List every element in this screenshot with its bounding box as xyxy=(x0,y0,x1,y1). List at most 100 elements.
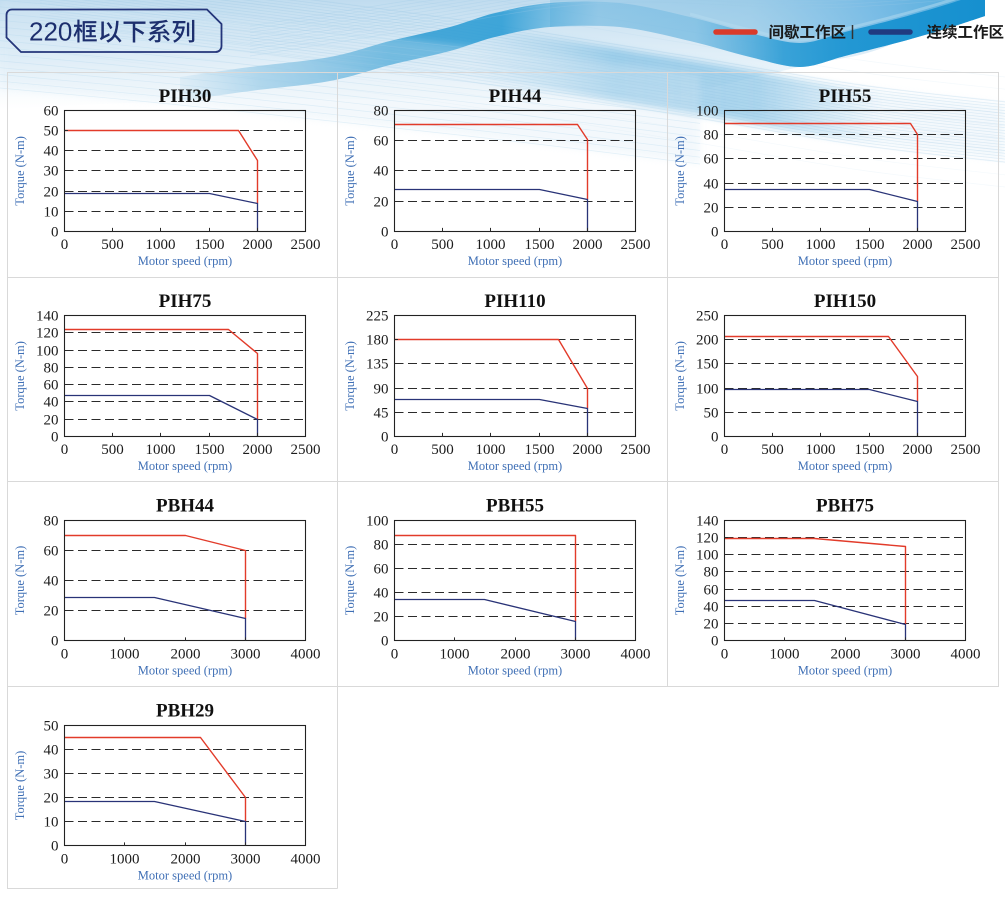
svg-text:100: 100 xyxy=(36,344,59,360)
svg-text:90: 90 xyxy=(374,382,389,398)
svg-text:1500: 1500 xyxy=(195,237,225,253)
svg-text:2000: 2000 xyxy=(243,442,273,458)
svg-text:2000: 2000 xyxy=(171,646,201,662)
svg-text:2500: 2500 xyxy=(621,442,651,458)
svg-text:PIH150: PIH150 xyxy=(814,291,876,312)
svg-text:PIH30: PIH30 xyxy=(159,86,212,107)
svg-text:0: 0 xyxy=(61,237,69,253)
svg-text:Motor speed (rpm): Motor speed (rpm) xyxy=(798,459,892,473)
svg-text:120: 120 xyxy=(36,326,59,342)
svg-text:100: 100 xyxy=(696,548,719,564)
svg-text:Torque (N-m): Torque (N-m) xyxy=(343,546,357,616)
svg-text:1000: 1000 xyxy=(770,646,800,662)
svg-text:2500: 2500 xyxy=(621,237,651,253)
svg-text:PBH44: PBH44 xyxy=(156,496,215,517)
svg-text:2000: 2000 xyxy=(171,851,201,867)
svg-text:500: 500 xyxy=(101,442,124,458)
svg-text:1000: 1000 xyxy=(806,442,836,458)
svg-text:50: 50 xyxy=(44,719,59,735)
svg-text:PIH110: PIH110 xyxy=(484,291,545,312)
svg-text:0: 0 xyxy=(391,442,399,458)
svg-text:60: 60 xyxy=(704,152,719,168)
svg-text:0: 0 xyxy=(51,225,59,241)
svg-text:Motor speed (rpm): Motor speed (rpm) xyxy=(468,459,562,473)
svg-text:Torque (N-m): Torque (N-m) xyxy=(343,341,357,411)
svg-text:30: 30 xyxy=(44,164,59,180)
svg-text:Motor speed (rpm): Motor speed (rpm) xyxy=(468,254,562,268)
svg-text:Motor speed (rpm): Motor speed (rpm) xyxy=(798,663,892,677)
svg-text:20: 20 xyxy=(44,413,59,429)
svg-text:135: 135 xyxy=(366,357,389,373)
svg-text:20: 20 xyxy=(44,185,59,201)
svg-text:150: 150 xyxy=(696,357,719,373)
svg-text:3000: 3000 xyxy=(561,646,591,662)
svg-text:1000: 1000 xyxy=(110,851,140,867)
svg-text:60: 60 xyxy=(374,562,389,578)
svg-text:Torque (N-m): Torque (N-m) xyxy=(13,751,27,821)
svg-text:10: 10 xyxy=(44,205,59,221)
svg-text:0: 0 xyxy=(721,237,729,253)
svg-text:1000: 1000 xyxy=(110,646,140,662)
svg-text:0: 0 xyxy=(51,634,59,650)
svg-text:1000: 1000 xyxy=(440,646,470,662)
svg-text:500: 500 xyxy=(761,442,784,458)
svg-text:80: 80 xyxy=(374,104,389,120)
svg-text:PIH75: PIH75 xyxy=(159,291,212,312)
svg-text:120: 120 xyxy=(696,531,719,547)
svg-text:PIH44: PIH44 xyxy=(489,86,542,107)
svg-text:PIH55: PIH55 xyxy=(819,86,872,107)
svg-text:40: 40 xyxy=(44,574,59,590)
svg-text:1500: 1500 xyxy=(195,442,225,458)
svg-text:60: 60 xyxy=(44,378,59,394)
svg-text:4000: 4000 xyxy=(291,851,321,867)
svg-text:2000: 2000 xyxy=(573,237,603,253)
svg-text:4000: 4000 xyxy=(291,646,321,662)
svg-text:0: 0 xyxy=(721,646,729,662)
svg-text:0: 0 xyxy=(381,634,389,650)
svg-text:Torque (N-m): Torque (N-m) xyxy=(343,136,357,206)
svg-text:20: 20 xyxy=(44,604,59,620)
svg-text:500: 500 xyxy=(431,442,454,458)
svg-text:20: 20 xyxy=(704,617,719,633)
svg-text:4000: 4000 xyxy=(951,646,981,662)
svg-text:60: 60 xyxy=(374,134,389,150)
svg-text:2000: 2000 xyxy=(243,237,273,253)
svg-text:0: 0 xyxy=(391,237,399,253)
svg-text:2000: 2000 xyxy=(903,442,933,458)
svg-text:2000: 2000 xyxy=(573,442,603,458)
svg-text:0: 0 xyxy=(391,646,399,662)
svg-text:40: 40 xyxy=(44,395,59,411)
svg-text:180: 180 xyxy=(366,333,389,349)
svg-text:500: 500 xyxy=(431,237,454,253)
svg-text:140: 140 xyxy=(36,309,59,325)
svg-text:0: 0 xyxy=(381,430,389,446)
svg-text:40: 40 xyxy=(44,144,59,160)
svg-text:60: 60 xyxy=(44,104,59,120)
svg-text:80: 80 xyxy=(704,128,719,144)
svg-text:30: 30 xyxy=(44,767,59,783)
svg-text:50: 50 xyxy=(704,406,719,422)
svg-text:Torque (N-m): Torque (N-m) xyxy=(13,136,27,206)
svg-text:20: 20 xyxy=(374,610,389,626)
svg-text:100: 100 xyxy=(366,514,389,530)
svg-text:60: 60 xyxy=(44,544,59,560)
svg-text:2000: 2000 xyxy=(501,646,531,662)
svg-text:225: 225 xyxy=(366,309,389,325)
svg-text:0: 0 xyxy=(51,430,59,446)
svg-text:20: 20 xyxy=(704,201,719,217)
svg-text:0: 0 xyxy=(61,442,69,458)
svg-text:1000: 1000 xyxy=(476,442,506,458)
svg-text:2000: 2000 xyxy=(831,646,861,662)
svg-text:0: 0 xyxy=(381,225,389,241)
svg-text:Torque (N-m): Torque (N-m) xyxy=(673,136,687,206)
svg-text:40: 40 xyxy=(704,177,719,193)
svg-text:50: 50 xyxy=(44,124,59,140)
svg-text:80: 80 xyxy=(374,538,389,554)
svg-text:500: 500 xyxy=(761,237,784,253)
svg-text:100: 100 xyxy=(696,382,719,398)
svg-text:Motor speed (rpm): Motor speed (rpm) xyxy=(798,254,892,268)
svg-text:80: 80 xyxy=(44,361,59,377)
svg-text:60: 60 xyxy=(704,583,719,599)
svg-text:2500: 2500 xyxy=(951,442,981,458)
svg-text:2000: 2000 xyxy=(903,237,933,253)
